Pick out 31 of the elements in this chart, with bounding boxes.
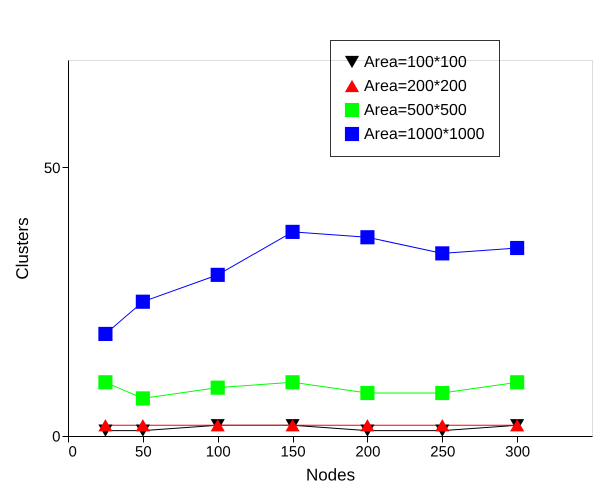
legend-label: Area=1000*1000 bbox=[364, 126, 485, 143]
point bbox=[286, 375, 300, 390]
x-axis-title: Nodes bbox=[306, 466, 356, 484]
y-axis-title: Clusters bbox=[12, 217, 32, 280]
x-tick-label: 150 bbox=[280, 444, 306, 460]
point bbox=[510, 375, 524, 390]
point bbox=[435, 419, 450, 432]
point bbox=[98, 375, 112, 390]
point bbox=[360, 386, 374, 400]
point bbox=[210, 268, 225, 282]
point bbox=[136, 294, 150, 309]
x-tick-label: 300 bbox=[505, 444, 530, 460]
point bbox=[98, 419, 112, 432]
point bbox=[286, 224, 300, 239]
point bbox=[136, 391, 150, 406]
point bbox=[435, 386, 450, 400]
x-tick-label: 0 bbox=[68, 444, 77, 460]
point bbox=[360, 419, 374, 432]
point bbox=[136, 419, 150, 432]
point bbox=[360, 230, 374, 244]
x-tick-label: 200 bbox=[355, 444, 380, 460]
point bbox=[210, 380, 225, 395]
point bbox=[510, 240, 524, 256]
legend-label: Area=100*100 bbox=[364, 54, 467, 71]
x-tick-label: 250 bbox=[430, 444, 456, 460]
x-tick-label: 100 bbox=[206, 444, 231, 460]
legend-label: Area=200*200 bbox=[364, 78, 467, 95]
legend-label: Area=500*500 bbox=[364, 102, 467, 119]
point bbox=[98, 326, 112, 342]
point bbox=[435, 246, 450, 260]
x-tick-label: 50 bbox=[135, 444, 152, 460]
